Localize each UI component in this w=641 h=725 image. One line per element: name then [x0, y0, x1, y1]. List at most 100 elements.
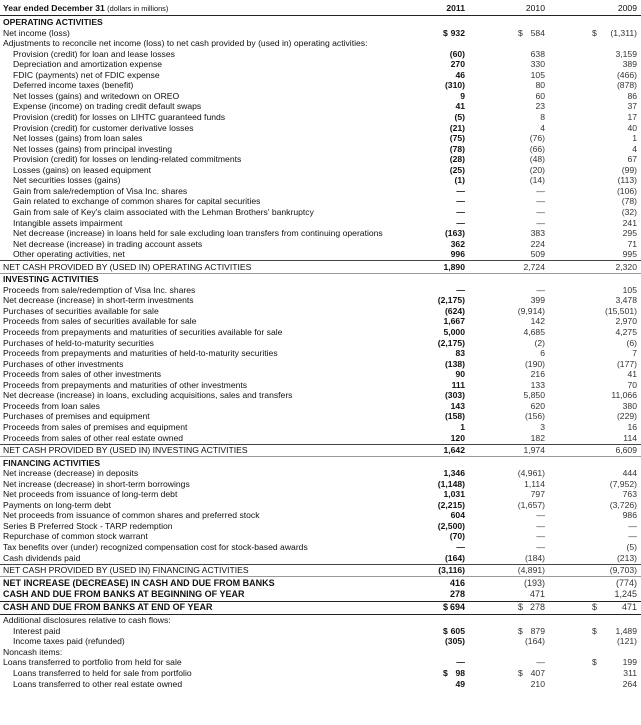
- value-2009: 41: [627, 369, 637, 380]
- row-label: Net proceeds from issuance of long-term …: [3, 489, 178, 500]
- value-2010: 6: [540, 348, 545, 359]
- table-row: Deferred income taxes (benefit) (310) 80 (8…: [0, 80, 641, 91]
- row-label: Gain related to exchange of common share…: [13, 196, 261, 207]
- value-2011: (305): [444, 636, 465, 647]
- value-2011: 143: [450, 400, 465, 411]
- row-label: Net income (loss): [3, 27, 70, 38]
- row-label: FDIC (payments) net of FDIC expense: [13, 69, 160, 80]
- value-2010: (164): [524, 636, 545, 647]
- table-row: Gain from sale of Key's claim associated…: [0, 207, 641, 218]
- value-2010: 399: [530, 295, 545, 306]
- dollar-sign: $: [592, 657, 597, 668]
- table-row: Provision (credit) for losses on LIHTC g…: [0, 112, 641, 123]
- value-2011: 416: [449, 577, 465, 588]
- value-2011: (3,116): [438, 565, 465, 576]
- row-label: Net decrease (increase) in loans, exclud…: [3, 390, 293, 401]
- row-label: Adjustments to reconcile net income (los…: [3, 38, 368, 49]
- value-2011: 83: [455, 348, 465, 359]
- table-row: Cash dividends paid (164) (184) (213): [0, 553, 641, 564]
- value-2009: 2,320: [615, 261, 637, 272]
- row-label: Loans transferred to portfolio from held…: [3, 657, 182, 668]
- table-row: Series B Preferred Stock - TARP redempti…: [0, 521, 641, 532]
- value-2011: 694: [449, 602, 465, 612]
- dollar-sign: $: [592, 625, 597, 636]
- table-row: Expense (income) on trading credit defau…: [0, 101, 641, 112]
- table-row: Net decrease (increase) in loans, exclud…: [0, 390, 641, 401]
- row-label: Purchases of held-to-maturity securities: [3, 337, 154, 348]
- value-2009: 241: [622, 217, 637, 228]
- value-2009: 1,489: [615, 625, 637, 636]
- table-row: Net decrease (increase) in short-term in…: [0, 295, 641, 306]
- value-2010: (66): [529, 143, 545, 154]
- value-2011: 1,667: [443, 316, 465, 327]
- section-heading: FINANCING ACTIVITIES: [0, 458, 641, 469]
- header-rule: [0, 15, 641, 16]
- value-2011: 1: [460, 421, 465, 432]
- value-2009: 2,970: [615, 316, 637, 327]
- value-2011: (78): [449, 143, 465, 154]
- value-2009: 311: [623, 668, 637, 678]
- table-row: Interest paid 605 879 1,489 $ $ $: [0, 626, 641, 637]
- table-row: Additional disclosures relative to cash …: [0, 615, 641, 626]
- value-2009: (78): [621, 196, 637, 207]
- row-label: Net proceeds from issuance of common sha…: [3, 510, 260, 521]
- value-2010: —: [536, 206, 545, 217]
- value-2010: (184): [524, 552, 545, 563]
- row-label: Proceeds from sales of other investments: [3, 369, 162, 380]
- section-rule: [0, 563, 641, 565]
- value-2011: 932: [450, 27, 465, 38]
- row-label: Net decrease (increase) in trading accou…: [13, 238, 203, 249]
- section-rule: [0, 613, 641, 615]
- dollar-sign: $: [518, 602, 524, 612]
- value-2010: (156): [524, 411, 545, 422]
- table-row: Purchases of other investments (138) (190)…: [0, 359, 641, 370]
- row-label: Net increase (decrease) in deposits: [3, 468, 139, 479]
- value-2009: (213): [616, 552, 637, 563]
- table-row: Net securities losses (gains) (1) (14) (113…: [0, 175, 641, 186]
- value-2011: —: [456, 217, 465, 228]
- row-label: CASH AND DUE FROM BANKS AT END OF YEAR: [3, 602, 213, 612]
- row-label: Provision (credit) for losses on LIHTC g…: [13, 111, 226, 122]
- table-row: Net income (loss) 932 584 (1,311) $ $ $: [0, 28, 641, 39]
- value-2010: —: [536, 542, 545, 552]
- dollar-sign: $: [592, 602, 598, 612]
- total-row: NET INCREASE (DECREASE) IN CASH AND DUE …: [0, 578, 641, 589]
- value-2010: (48): [529, 154, 545, 165]
- value-2010: (76): [529, 133, 545, 143]
- table-row: Net losses (gains) from principal invest…: [0, 144, 641, 155]
- value-2009: (3,726): [609, 499, 637, 510]
- value-2011: 278: [449, 588, 465, 599]
- table-row: Net losses (gains) from loan sales (75) (7…: [0, 133, 641, 144]
- dollar-sign: $: [518, 668, 523, 678]
- table-row: Loans transferred to portfolio from held…: [0, 657, 641, 668]
- row-label: Payments on long-term debt: [3, 499, 111, 510]
- value-2009: (9,703): [609, 565, 637, 576]
- row-label: Proceeds from sales of securities availa…: [3, 316, 197, 327]
- table-row: Tax benefits over (under) recognized com…: [0, 542, 641, 553]
- row-label: Additional disclosures relative to cash …: [3, 615, 171, 626]
- row-label: CASH AND DUE FROM BANKS AT BEGINNING OF …: [3, 588, 245, 599]
- value-2010: 620: [530, 400, 545, 411]
- table-row: Provision (credit) for losses on lending…: [0, 154, 641, 165]
- value-2010: 3: [540, 421, 545, 432]
- row-label: Proceeds from sale/redemption of Visa In…: [3, 284, 196, 295]
- value-2009: 114: [623, 432, 637, 443]
- table-row: Provision (credit) for customer derivati…: [0, 123, 641, 134]
- value-2009: 3,478: [615, 295, 637, 306]
- dollar-sign: $: [443, 668, 448, 678]
- value-2009: (32): [621, 206, 637, 217]
- value-2009: 295: [622, 228, 637, 238]
- row-label: Interest paid: [13, 625, 61, 636]
- value-2009: (466): [616, 69, 637, 80]
- value-2011: 1,642: [443, 445, 465, 455]
- value-2010: 278: [529, 602, 545, 612]
- value-2009: (6): [626, 337, 637, 348]
- value-2009: 71: [627, 238, 637, 249]
- table-row: Proceeds from sale/redemption of Visa In…: [0, 285, 641, 296]
- value-2011: 1,890: [443, 261, 465, 272]
- value-2009: 1,245: [614, 588, 637, 599]
- value-2011: 996: [450, 249, 465, 260]
- value-2010: 407: [530, 668, 545, 678]
- value-2010: 80: [535, 80, 545, 91]
